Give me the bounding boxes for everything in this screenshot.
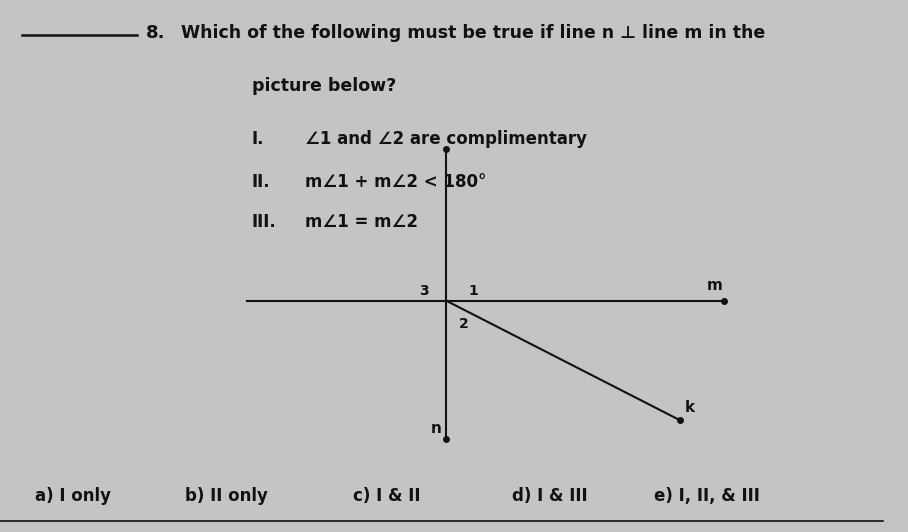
Text: II.: II. xyxy=(252,173,271,191)
Text: b) II only: b) II only xyxy=(185,487,269,505)
Text: III.: III. xyxy=(252,213,276,231)
Text: m: m xyxy=(706,278,723,293)
Text: I.: I. xyxy=(252,130,264,148)
Text: d) I & III: d) I & III xyxy=(512,487,587,505)
Text: m∠1 = m∠2: m∠1 = m∠2 xyxy=(305,213,418,231)
Text: k: k xyxy=(685,400,695,415)
Text: m∠1 + m∠2 < 180°: m∠1 + m∠2 < 180° xyxy=(305,173,486,191)
Text: picture below?: picture below? xyxy=(252,77,396,95)
Text: c) I & II: c) I & II xyxy=(353,487,420,505)
Text: e) I, II, & III: e) I, II, & III xyxy=(654,487,759,505)
Text: 3: 3 xyxy=(419,284,429,298)
Text: 2: 2 xyxy=(459,317,469,330)
Text: a) I only: a) I only xyxy=(35,487,112,505)
Text: Which of the following must be true if line n ⊥ line m in the: Which of the following must be true if l… xyxy=(181,24,765,42)
Text: 1: 1 xyxy=(469,284,478,298)
Text: ∠1 and ∠2 are complimentary: ∠1 and ∠2 are complimentary xyxy=(305,130,587,148)
Text: 8.: 8. xyxy=(145,24,165,42)
Text: n: n xyxy=(430,421,441,436)
